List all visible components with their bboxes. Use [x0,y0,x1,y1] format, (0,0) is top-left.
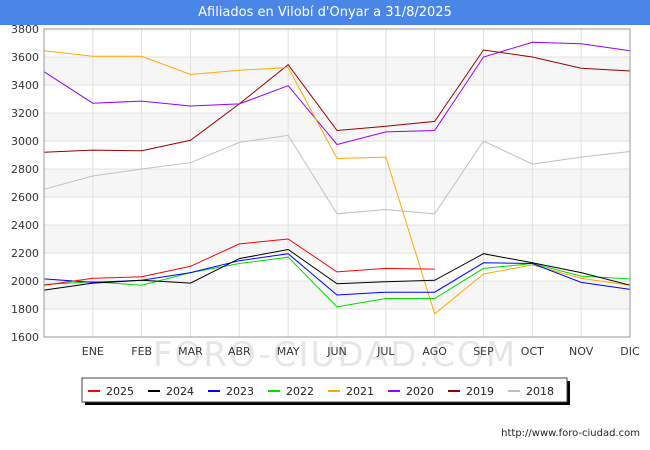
plot-frame [43,28,631,338]
x-tick-label: AGO [422,345,447,358]
legend-items: 2025 2024 2023 2022 2021 2020 2019 2018 [88,385,554,398]
legend-label-2023: 2023 [226,385,254,398]
x-tick-label: SEP [473,345,494,358]
y-tick-label: 2600 [11,191,39,204]
x-tick-label: DIC [620,345,640,358]
legend-label-2020: 2020 [406,385,434,398]
series-line-2019 [43,49,631,153]
legend-label-2021: 2021 [346,385,374,398]
legend-label-2019: 2019 [466,385,494,398]
y-tick-label: 2200 [11,247,39,260]
series-line-2018 [43,134,631,215]
source-credit: http://www.foro-ciudad.com [501,428,640,439]
y-tick-label: 3400 [11,79,39,92]
y-tick-label: 2400 [11,219,39,232]
x-tick-label: ENE [82,345,104,358]
x-tick-label: OCT [521,345,544,358]
x-axis: ENE FEB MAR ABR MAY JUN JUL AGO SEP OCT NOV DIC [82,345,640,358]
series-lines [43,41,631,315]
legend-label-2024: 2024 [166,385,194,398]
legend: 2025 2024 2023 2022 2021 2020 2019 2018 [81,377,570,405]
legend-box [81,377,568,403]
y-tick-label: 2000 [11,275,39,288]
legend-label-2022: 2022 [286,385,314,398]
series-line-2020 [43,41,631,146]
y-tick-label: 3000 [11,135,39,148]
series-line-2021 [43,50,631,315]
y-tick-label: 2800 [11,163,39,176]
x-tick-label: JUL [376,345,395,358]
y-tick-label: 3800 [11,23,39,36]
x-tick-label: NOV [569,345,594,358]
x-tick-label: MAR [178,345,203,358]
legend-label-2018: 2018 [526,385,554,398]
x-tick-label: JUN [326,345,347,358]
series-line-2025 [43,238,435,286]
x-tick-label: ABR [228,345,251,358]
y-tick-label: 3200 [11,107,39,120]
watermark: FORO-CIUDAD.COM [153,335,517,375]
y-axis: 1600 1800 2000 2200 2400 2600 2800 3000 3200 3400… [11,23,39,344]
x-tick-label: MAY [277,345,300,358]
series-line-2024 [43,248,631,291]
y-tick-label: 1800 [11,303,39,316]
y-tick-label: 1600 [11,331,39,344]
x-tick-label: FEB [131,345,152,358]
chart-title: Afiliados en Vilobí d'Onyar a 31/8/2025 [0,0,650,25]
legend-label-2025: 2025 [106,385,134,398]
y-tick-label: 3600 [11,51,39,64]
